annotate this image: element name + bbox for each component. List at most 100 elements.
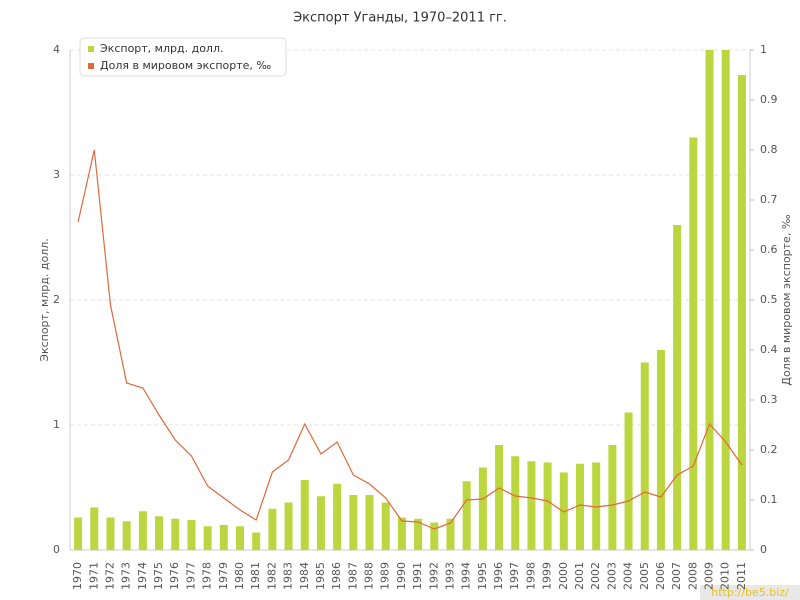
- x-tick-label: 2007: [670, 562, 683, 590]
- legend-swatch: [88, 46, 94, 52]
- bar: [187, 520, 196, 550]
- bar: [430, 522, 439, 550]
- legend-box: [79, 37, 287, 77]
- bar: [171, 518, 180, 550]
- bar: [414, 518, 423, 550]
- y-axis-label: Экспорт, млрд. долл.: [38, 238, 51, 361]
- bar: [689, 137, 698, 550]
- x-tick-label: 2002: [589, 562, 602, 590]
- x-tick-label: 1994: [460, 562, 473, 590]
- legend: Экспорт, млрд. долл. Доля в мировом экспо…: [79, 37, 287, 77]
- x-tick-label: 1990: [395, 562, 408, 590]
- bar: [673, 225, 682, 550]
- y2-axis-label: Доля в мировом экспорте, ‰: [780, 214, 793, 385]
- bar: [74, 517, 83, 550]
- x-tick-label: 1988: [363, 562, 376, 590]
- x-tick-label: 1973: [120, 562, 133, 590]
- x-tick-label: 1978: [201, 562, 214, 590]
- y-tick-label: 2: [53, 293, 60, 306]
- bar: [219, 525, 228, 550]
- x-tick-label: 2003: [605, 562, 618, 590]
- x-tick-label: 1981: [249, 562, 262, 590]
- bar: [365, 495, 374, 550]
- legend-label: Экспорт, млрд. долл.: [100, 42, 223, 55]
- y-tick-label: 1: [53, 418, 60, 431]
- x-tick-label: 1999: [541, 562, 554, 590]
- bar: [122, 521, 131, 550]
- bar: [349, 495, 358, 550]
- x-tick-label: 1983: [282, 562, 295, 590]
- bar: [300, 480, 309, 550]
- x-tick-label: 2006: [654, 562, 667, 590]
- chart-title: Экспорт Уганды, 1970–2011 гг.: [293, 11, 507, 26]
- y-tick-label: 0: [53, 543, 60, 556]
- x-tick-label: 1979: [217, 562, 230, 590]
- bar: [656, 350, 665, 550]
- bar: [397, 517, 406, 550]
- legend-swatch: [88, 63, 94, 69]
- x-tick-label: 2008: [686, 562, 699, 590]
- bar: [592, 462, 601, 550]
- y-tick-label: 3: [53, 168, 60, 181]
- x-tick-label: 1986: [330, 562, 343, 590]
- x-tick-label: 2011: [735, 562, 748, 590]
- x-tick-label: 1987: [346, 562, 359, 590]
- bar: [236, 526, 244, 550]
- x-tick-label: 1989: [379, 562, 392, 590]
- bar: [462, 481, 471, 550]
- x-tick-label: 2009: [703, 562, 716, 590]
- bar: [155, 516, 164, 550]
- bar: [624, 412, 633, 550]
- y2-tick-label: 0.4: [760, 343, 778, 356]
- bar: [446, 518, 455, 550]
- x-tick-label: 1993: [443, 562, 456, 590]
- x-tick-label: 1985: [314, 562, 327, 590]
- x-tick-label: 1991: [411, 562, 424, 590]
- bar: [705, 50, 714, 550]
- x-tick-label: 2004: [622, 562, 635, 590]
- bar: [640, 362, 649, 550]
- x-tick-label: 1998: [524, 562, 537, 590]
- x-tick-label: 2005: [638, 562, 651, 590]
- bar: [268, 508, 277, 550]
- y2-tick-label: 0.1: [760, 493, 778, 506]
- x-tick-label: 1974: [136, 562, 149, 590]
- bar: [527, 461, 536, 550]
- x-tick-label: 1976: [168, 562, 181, 590]
- y2-tick-label: 1: [760, 43, 767, 56]
- bar: [543, 462, 552, 550]
- watermark[interactable]: http://be5.biz/: [711, 586, 789, 599]
- y2-tick-label: 0: [760, 543, 767, 556]
- bar: [203, 526, 212, 550]
- bar: [381, 502, 390, 550]
- x-tick-label: 1972: [103, 562, 116, 590]
- y2-tick-label: 0.6: [760, 243, 778, 256]
- bar: [284, 502, 293, 550]
- bar: [90, 507, 99, 550]
- y2-tick-label: 0.7: [760, 193, 778, 206]
- x-tick-label: 1995: [476, 562, 489, 590]
- y-tick-label: 4: [53, 43, 60, 56]
- bar: [316, 496, 325, 550]
- bar: [576, 463, 584, 550]
- x-tick-label: 1984: [298, 562, 311, 590]
- bar: [495, 445, 504, 550]
- x-tick-label: 1980: [233, 562, 246, 590]
- x-tick-label: 1975: [152, 562, 165, 590]
- bar: [721, 50, 730, 550]
- line: [77, 149, 743, 530]
- y2-tick-label: 0.2: [760, 443, 778, 456]
- x-tick-label: 1977: [184, 562, 197, 590]
- y2-tick-label: 0.5: [760, 293, 778, 306]
- y2-tick-label: 0.3: [760, 393, 778, 406]
- y2-tick-label: 0.8: [760, 143, 778, 156]
- x-tick-label: 2010: [719, 562, 732, 590]
- bar: [608, 445, 617, 550]
- x-tick-label: 2000: [557, 562, 570, 590]
- bar: [559, 472, 568, 550]
- x-tick-label: 1970: [71, 562, 84, 590]
- bar: [333, 483, 342, 550]
- bar: [478, 467, 487, 550]
- bar: [252, 532, 261, 550]
